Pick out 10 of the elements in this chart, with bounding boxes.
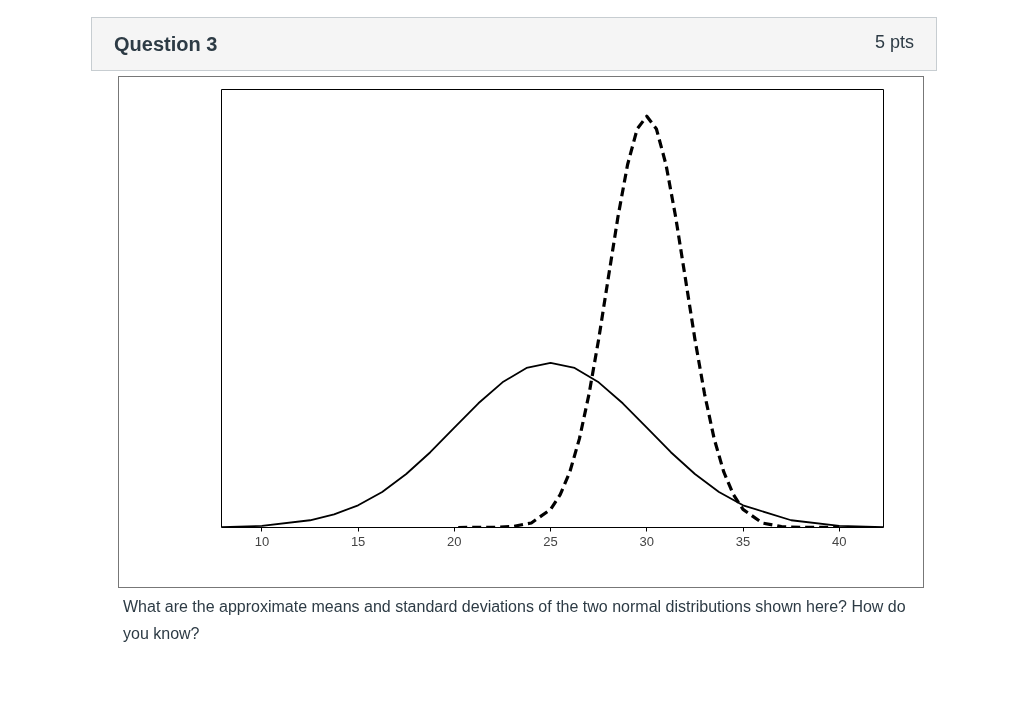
x-tick-label: 20 <box>447 533 462 549</box>
x-tick-label: 40 <box>832 533 847 549</box>
text: What are the approximate means and standard deviations of the two normal distributions shown here? How do you know? <box>123 597 907 644</box>
text: 5 pts <box>874 30 914 54</box>
x-tick-label: 35 <box>735 533 751 549</box>
x-tick-label: 25 <box>543 533 558 549</box>
x-tick-label: 15 <box>350 533 366 549</box>
x-tick-label: 10 <box>254 533 270 549</box>
x-tick-label: 30 <box>639 533 655 549</box>
chart-title: Question 3 <box>114 31 218 57</box>
